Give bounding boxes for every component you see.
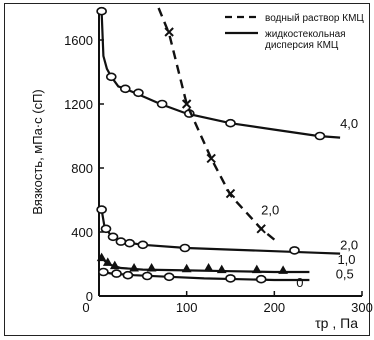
data-point [206,153,216,164]
data-point [141,271,153,281]
data-point [203,262,214,272]
data-point [314,131,326,141]
series-solid-2 [96,252,310,274]
data-point [225,274,236,283]
legend-label: дисперсия КМЦ [265,40,339,51]
data-point [129,262,139,272]
data-point [96,252,107,262]
data-point [256,224,266,234]
data-point [146,262,157,272]
series-solid-3 [98,267,310,284]
data-point [105,72,117,82]
data-point [251,264,262,274]
curve-label: 1,0 [337,252,355,267]
data-point [133,88,144,98]
data-point [100,224,112,234]
legend: водный раствор КМЦ жидкостекольнаядисперс… [225,13,364,51]
y-tick-label: 0 [86,289,93,304]
chart-frame [4,3,370,336]
x-tick-label: 0 [82,300,89,315]
series-dashed-4 [157,7,280,245]
series-line [100,209,341,255]
legend-label: жидкостекольная [265,29,346,40]
data-point [115,237,127,246]
data-point [102,257,113,266]
data-point [216,264,227,274]
y-tick-label: 400 [71,225,93,240]
data-point [109,260,120,270]
data-point [124,238,135,248]
data-point [278,265,288,274]
data-point [225,188,236,199]
curve-label: 0,5 [336,266,354,281]
x-tick-label: 300 [351,300,373,315]
y-tick-label: 800 [71,161,93,176]
y-tick-label: 1600 [64,33,93,48]
data-point [96,6,107,16]
curve-label: 0 [296,275,303,290]
data-point [96,205,107,214]
curve-label: 2,0 [261,202,279,217]
series-solid-0 [96,6,341,141]
data-point [225,118,236,128]
data-point [156,99,168,109]
x-tick-label: 200 [263,300,285,315]
legend-label: водный раствор КМЦ [265,13,364,24]
data-point [289,246,300,255]
data-point [137,240,149,250]
data-point [181,99,192,109]
x-axis-label: τр , Па [315,315,358,331]
data-point [122,270,134,280]
data-point [163,272,175,282]
y-tick-label: 1200 [64,97,93,112]
data-point [111,269,122,278]
curve-label: 4,0 [340,116,358,131]
data-point [255,274,267,284]
data-point [181,263,192,273]
data-point [107,232,119,242]
data-point [120,84,131,94]
y-axis-label: Вязкость, мПа·с (сП) [30,89,45,215]
curve-label: 2,0 [340,238,358,253]
data-point [164,27,174,37]
x-tick-label: 100 [176,300,198,315]
series-solid-1 [96,205,341,255]
data-point [98,267,109,277]
data-point [179,243,191,253]
